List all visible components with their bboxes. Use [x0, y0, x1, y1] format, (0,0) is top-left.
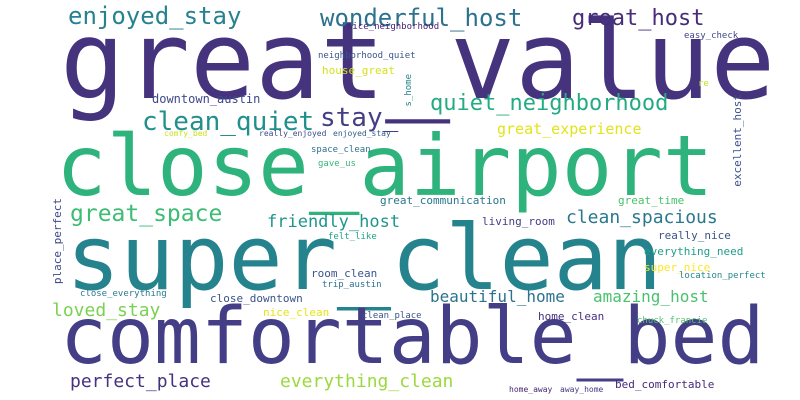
word: clean_place — [362, 311, 422, 321]
word: quiet_neighborhood — [430, 91, 669, 116]
word: great_time — [618, 194, 685, 207]
word: re — [698, 79, 709, 89]
word: perfect_place — [70, 371, 211, 392]
word: amazing_host — [593, 287, 709, 306]
word: nice_neighborhood — [347, 22, 440, 32]
word: excellent_host — [731, 94, 744, 187]
word: clean_spacious — [566, 207, 718, 228]
word: bed_comfortable — [615, 378, 715, 391]
word: everything_need — [644, 245, 744, 258]
word: great_host — [572, 6, 705, 31]
word: clean_quiet — [142, 107, 315, 137]
word: loved_stay — [52, 300, 161, 321]
word: stay_ — [320, 103, 399, 133]
word: gave_us — [318, 159, 356, 169]
word: home_away — [509, 385, 553, 394]
word: super_clean — [66, 206, 663, 311]
word: away_home — [560, 385, 604, 394]
word: s_home — [404, 74, 414, 107]
word: chuck_francie — [637, 316, 708, 326]
word: close_downtown — [210, 292, 303, 305]
word: comfy_bed — [164, 129, 208, 138]
word: great_space — [70, 201, 223, 227]
word: great_communication — [380, 194, 506, 207]
word: living_room — [482, 215, 555, 228]
word: really_enjoyed — [259, 129, 327, 138]
word: nice_clean — [263, 306, 330, 319]
word: felt_like — [328, 232, 377, 242]
word: close_airport — [56, 117, 714, 215]
word: neighborhood_quiet — [318, 51, 416, 61]
word: everything_clean — [280, 371, 454, 392]
word: close_everything — [80, 289, 167, 299]
word: great_value — [60, 0, 776, 124]
word: house_great — [322, 64, 395, 77]
word: enjoyed_stay — [333, 129, 391, 138]
word: space_clean — [311, 145, 371, 155]
word: wonderful_host — [320, 4, 523, 32]
word: room_clean — [311, 267, 378, 280]
word: really_nice — [658, 229, 731, 242]
word: beautiful_home — [430, 287, 565, 306]
word: trip_austin — [322, 280, 382, 290]
word: place_perfect — [51, 198, 64, 285]
word: enjoyed_stay — [68, 2, 242, 30]
word: friendly_host — [267, 212, 401, 232]
word: easy_check — [684, 31, 739, 41]
word: location_perfect — [679, 271, 766, 281]
word: great_experience — [497, 120, 642, 138]
word: home_clean — [538, 310, 605, 323]
word: comfortable_bed — [60, 292, 765, 382]
word: super_nice — [644, 261, 711, 274]
word: downtown_austin — [152, 92, 261, 106]
